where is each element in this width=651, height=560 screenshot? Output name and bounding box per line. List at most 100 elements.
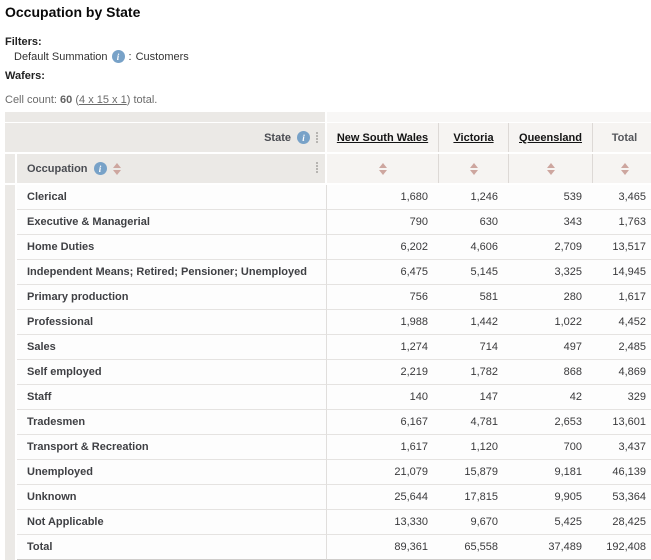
- row-label: Sales: [17, 335, 327, 360]
- table-gap: [15, 285, 17, 310]
- table-gap: [15, 535, 17, 560]
- table-row: Tradesmen 6,167 4,781 2,653 13,601: [5, 410, 651, 435]
- table-gap: [15, 385, 17, 410]
- filter-item: Default Summation i : Customers: [14, 50, 651, 63]
- left-strip: [5, 210, 15, 235]
- column-header[interactable]: New South Wales: [327, 123, 438, 152]
- table-gap: [5, 152, 651, 154]
- table-row: Unknown 25,644 17,815 9,905 53,364: [5, 485, 651, 510]
- cell-count-link[interactable]: 4 x 15 x 1: [79, 94, 127, 106]
- info-icon[interactable]: i: [93, 162, 107, 175]
- cell-count-open-paren: (: [75, 94, 80, 106]
- value-cell: 329: [592, 385, 651, 410]
- value-cell: 6,475: [327, 260, 438, 285]
- left-strip: [5, 185, 15, 210]
- value-cell: 1,022: [508, 310, 592, 335]
- value-cell: 9,181: [508, 460, 592, 485]
- table-gap: [5, 183, 651, 185]
- left-strip: [5, 285, 15, 310]
- drag-handle-icon[interactable]: [316, 132, 318, 143]
- occupation-header-row: Occupation i: [5, 154, 651, 183]
- value-cell: 5,145: [438, 260, 508, 285]
- value-cell: 147: [438, 385, 508, 410]
- table-gap: [15, 435, 17, 460]
- value-cell: 53,364: [592, 485, 651, 510]
- state-header-row: State i New South Wales Victoria Queenslan…: [5, 123, 651, 152]
- value-cell: 9,670: [438, 510, 508, 535]
- row-label: Professional: [17, 310, 327, 335]
- column-sort-cells: [327, 154, 651, 183]
- value-cell: 2,709: [508, 235, 592, 260]
- value-cell: 497: [508, 335, 592, 360]
- value-cell: 3,465: [592, 185, 651, 210]
- sort-icon[interactable]: [469, 162, 478, 175]
- row-label: Transport & Recreation: [17, 435, 327, 460]
- column-sort-cell: [592, 154, 651, 183]
- value-cell: 5,425: [508, 510, 592, 535]
- table-gap: [5, 122, 651, 123]
- value-cell: 1,120: [438, 435, 508, 460]
- cell-count-value: 60: [60, 94, 73, 106]
- column-header[interactable]: Victoria: [438, 123, 508, 152]
- table-gap: [15, 210, 17, 235]
- row-label: Tradesmen: [17, 410, 327, 435]
- value-cell: 15,879: [438, 460, 508, 485]
- sort-icon[interactable]: [620, 162, 629, 175]
- column-headers: New South Wales Victoria Queensland Total: [327, 123, 651, 152]
- sort-icon[interactable]: [378, 162, 387, 175]
- value-cell: 25,644: [327, 485, 438, 510]
- cell-count-prefix: Cell count:: [5, 94, 57, 106]
- value-cell: 46,139: [592, 460, 651, 485]
- value-cell: 756: [327, 285, 438, 310]
- left-strip: [5, 410, 15, 435]
- value-cell: 1,274: [327, 335, 438, 360]
- table-row: Transport & Recreation 1,617 1,120 700 3,437: [5, 435, 651, 460]
- table-row: Not Applicable 13,330 9,670 5,425 28,425: [5, 510, 651, 535]
- table-gap: [15, 460, 17, 485]
- value-cell: 65,558: [438, 535, 508, 560]
- row-label: Total: [17, 535, 327, 560]
- value-cell: 140: [327, 385, 438, 410]
- filters-label: Filters:: [5, 36, 42, 48]
- state-axis-label: State: [264, 131, 291, 144]
- row-label: Not Applicable: [17, 510, 327, 535]
- info-icon[interactable]: i: [297, 131, 310, 144]
- corner-strip: [5, 112, 327, 122]
- value-cell: 539: [508, 185, 592, 210]
- value-cell: 21,079: [327, 460, 438, 485]
- filter-separator: :: [128, 50, 132, 63]
- value-cell: 13,330: [327, 510, 438, 535]
- row-label: Executive & Managerial: [17, 210, 327, 235]
- value-cell: 1,617: [327, 435, 438, 460]
- value-cell: 1,442: [438, 310, 508, 335]
- occupation-axis-label: Occupation: [27, 162, 88, 175]
- left-strip: [5, 360, 15, 385]
- value-cell: 1,617: [592, 285, 651, 310]
- value-cell: 3,325: [508, 260, 592, 285]
- left-strip: [5, 154, 15, 183]
- value-cell: 581: [438, 285, 508, 310]
- sort-icon[interactable]: [546, 162, 555, 175]
- column-sort-cell: [327, 154, 438, 183]
- column-header[interactable]: Queensland: [508, 123, 592, 152]
- drag-handle-icon[interactable]: [316, 162, 318, 173]
- info-icon[interactable]: i: [111, 50, 125, 63]
- left-strip: [5, 235, 15, 260]
- value-cell: 630: [438, 210, 508, 235]
- value-cell: 28,425: [592, 510, 651, 535]
- cell-count-suffix: total.: [133, 94, 158, 106]
- value-cell: 714: [438, 335, 508, 360]
- occupation-header-cell: Occupation i: [17, 154, 327, 183]
- left-strip: [5, 460, 15, 485]
- row-label: Independent Means; Retired; Pensioner; U…: [17, 260, 327, 285]
- wafers-label: Wafers:: [5, 70, 45, 82]
- table-row: Clerical 1,680 1,246 539 3,465: [5, 185, 651, 210]
- value-cell: 343: [508, 210, 592, 235]
- table-row: Primary production 756 581 280 1,617: [5, 285, 651, 310]
- sort-icon[interactable]: [112, 162, 121, 175]
- value-cell: 192,408: [592, 535, 651, 560]
- table-gap: [15, 485, 17, 510]
- value-cell: 4,452: [592, 310, 651, 335]
- filter-value: Customers: [135, 50, 189, 63]
- value-cell: 42: [508, 385, 592, 410]
